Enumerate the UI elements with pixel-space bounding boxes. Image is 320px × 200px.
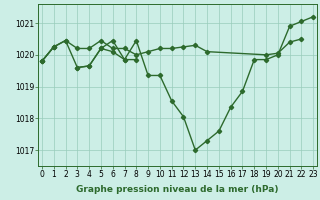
X-axis label: Graphe pression niveau de la mer (hPa): Graphe pression niveau de la mer (hPa) <box>76 185 279 194</box>
